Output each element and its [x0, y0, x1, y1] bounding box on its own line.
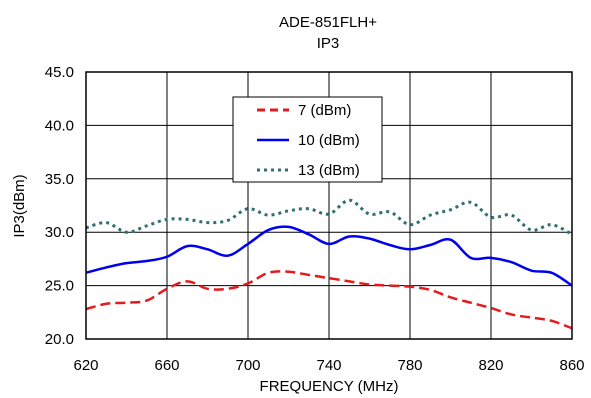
- y-tick-label: 20.0: [45, 331, 74, 348]
- tick-labels: 620 660 700 740 780 820 860 20.0 25.0 30.0 35.0 40.…: [45, 64, 585, 374]
- x-tick-label: 820: [478, 357, 503, 374]
- chart-subtitle: IP3: [317, 35, 340, 52]
- chart-title: ADE-851FLH+: [279, 14, 377, 31]
- y-tick-label: 40.0: [45, 117, 74, 134]
- series-line-2: [85, 198, 573, 236]
- x-axis-label: FREQUENCY (MHz): [260, 378, 399, 395]
- x-tick-label: 780: [397, 357, 422, 374]
- legend-label-10dbm: 10 (dBm): [298, 132, 360, 149]
- y-axis-label: IP3(dBm): [11, 174, 28, 237]
- legend-label-13dbm: 13 (dBm): [298, 162, 360, 179]
- plot-frame: [85, 71, 573, 340]
- y-tick-label: 30.0: [45, 224, 74, 241]
- y-tick-label: 35.0: [45, 171, 74, 188]
- x-tick-label: 620: [73, 357, 98, 374]
- x-tick-label: 700: [235, 357, 260, 374]
- legend-label-7dbm: 7 (dBm): [298, 102, 351, 119]
- x-tick-label: 740: [316, 357, 341, 374]
- series-lines: [85, 198, 573, 330]
- legend: 7 (dBm) 10 (dBm) 13 (dBm): [232, 96, 383, 183]
- y-tick-label: 25.0: [45, 278, 74, 295]
- x-tick-label: 660: [154, 357, 179, 374]
- series-line-1: [85, 225, 573, 287]
- x-tick-label: 860: [559, 357, 584, 374]
- y-tick-label: 45.0: [45, 64, 74, 81]
